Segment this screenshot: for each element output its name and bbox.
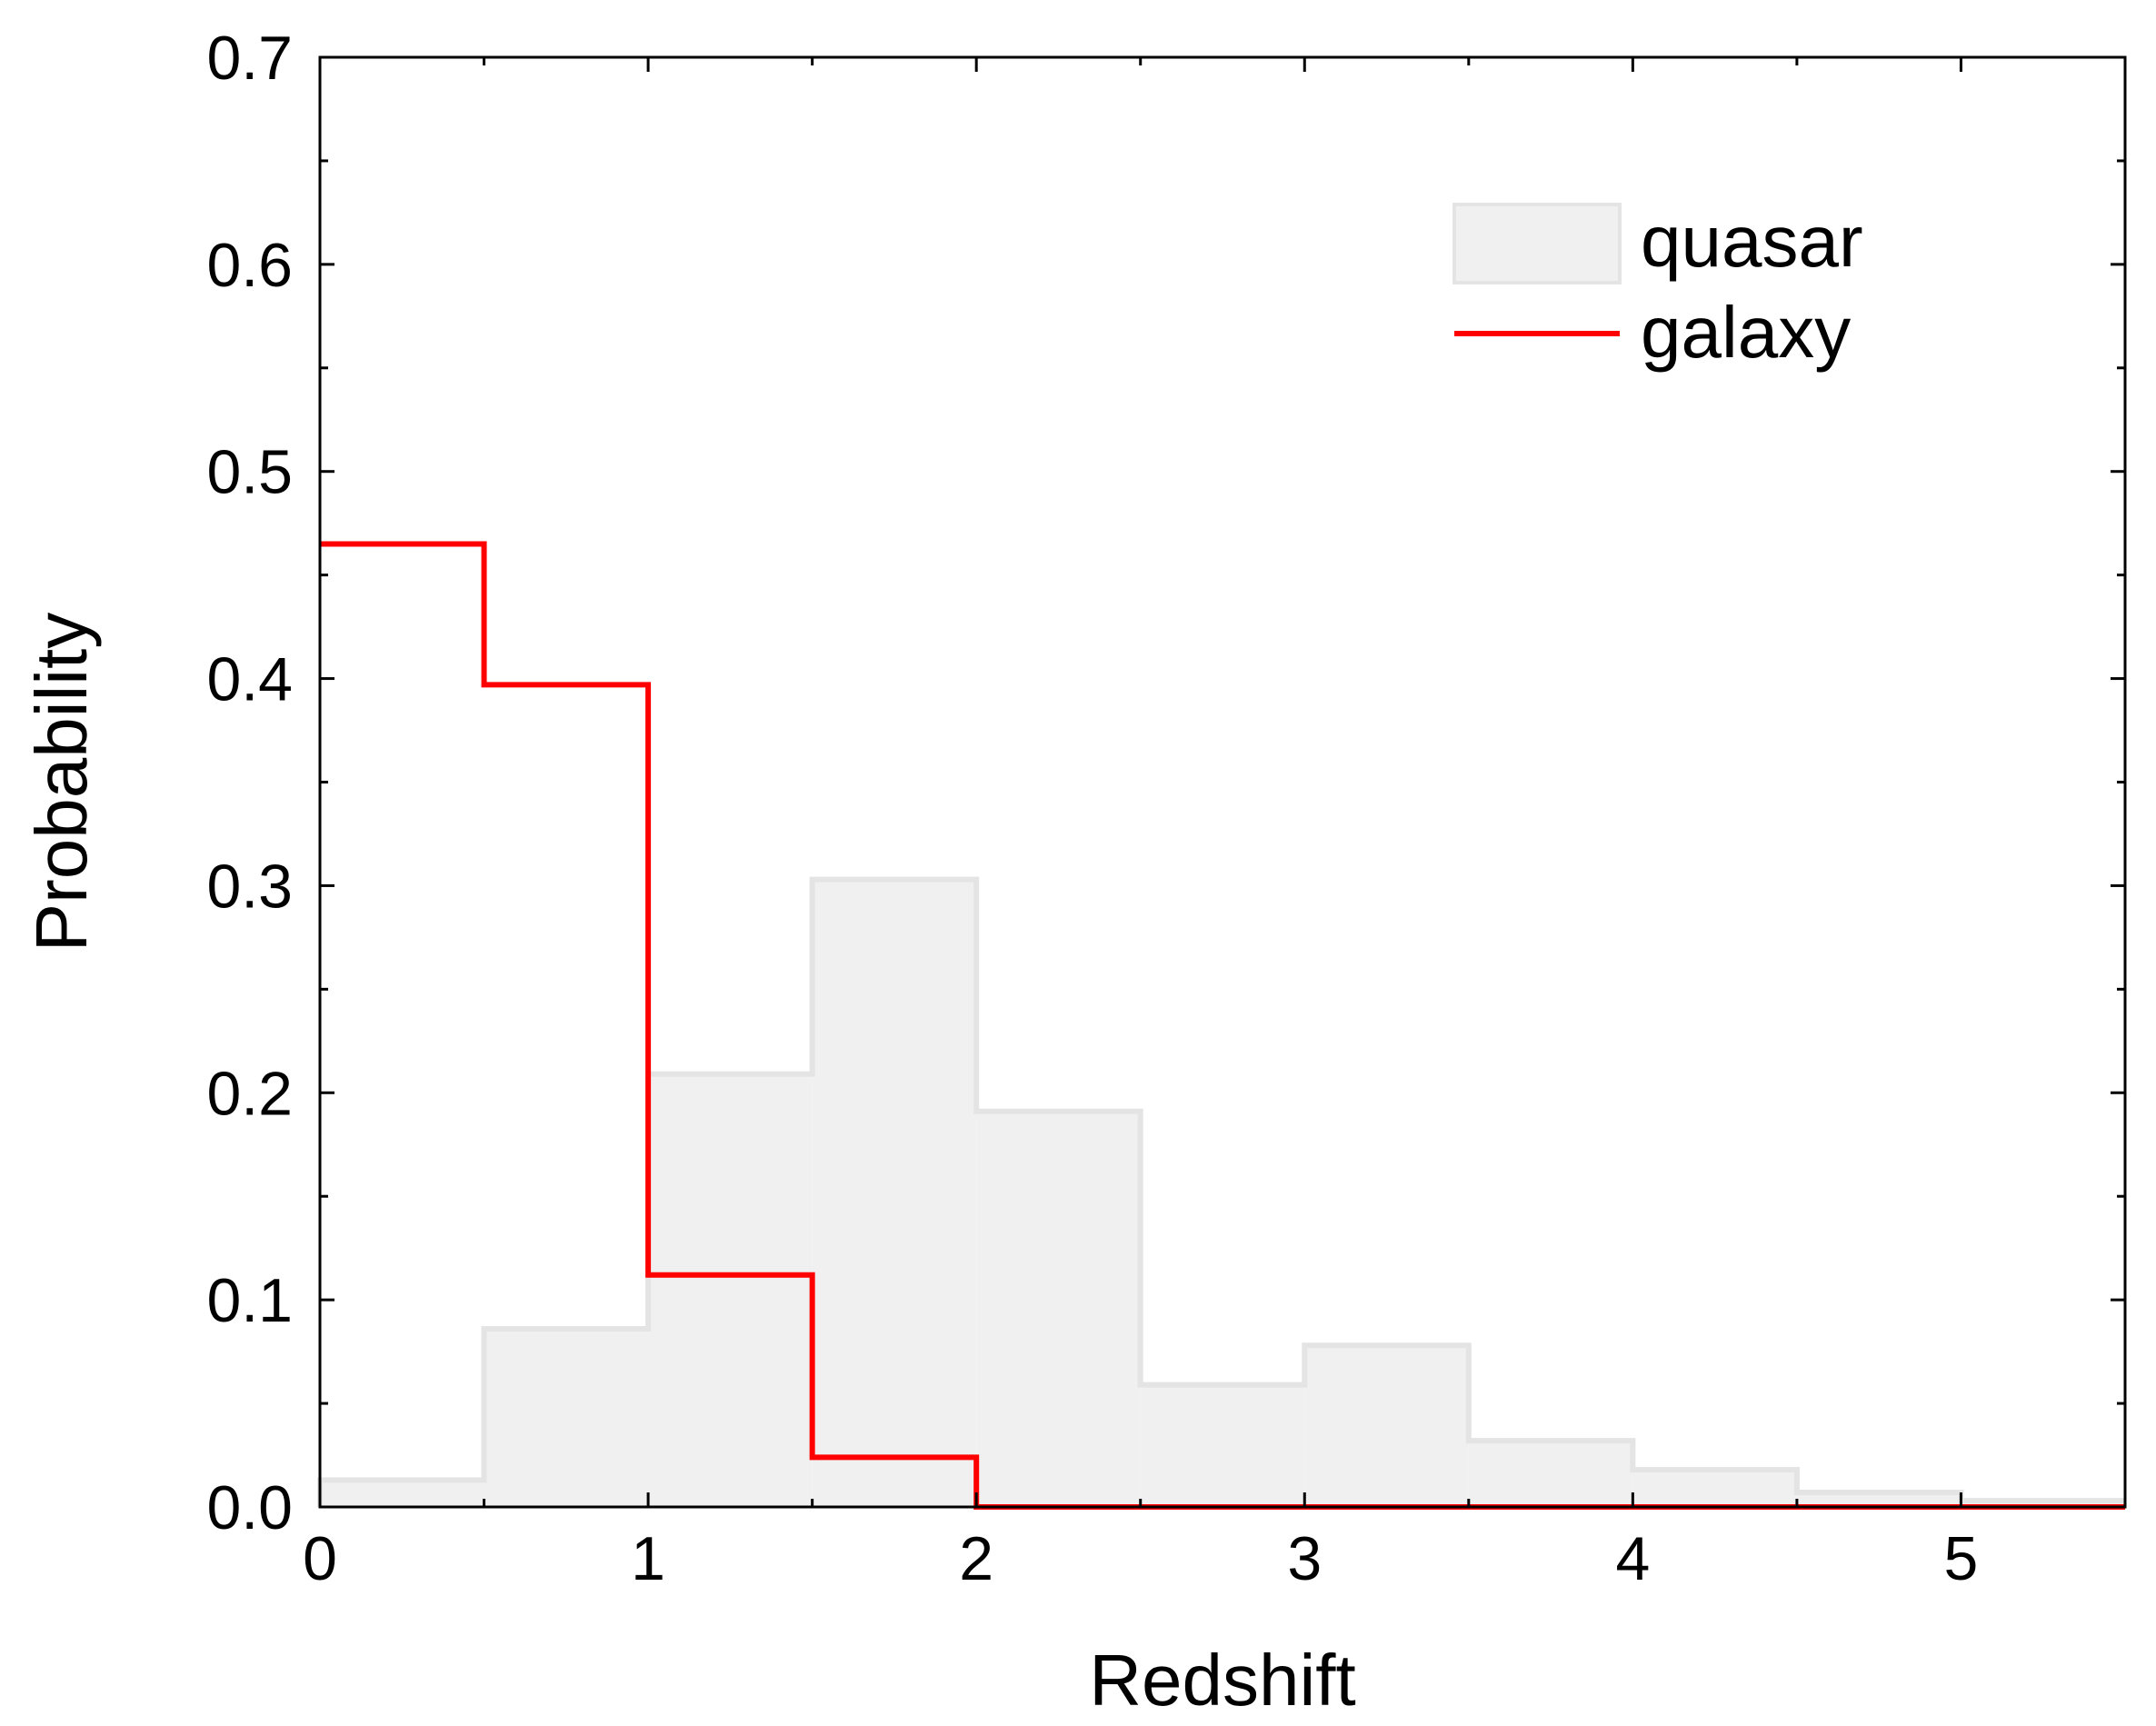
y-tick-label: 0.6	[206, 231, 293, 300]
y-tick-label: 0.1	[206, 1266, 293, 1335]
quasar-bar	[1961, 1501, 2125, 1507]
x-tick-label: 0	[303, 1524, 337, 1593]
y-tick-label: 0.4	[206, 645, 293, 714]
x-tick-label: 2	[959, 1524, 993, 1593]
x-axis-title: Redshift	[1089, 1640, 1355, 1721]
quasar-bar	[976, 1111, 1141, 1507]
quasar-bar	[812, 879, 977, 1507]
x-tick-label: 5	[1944, 1524, 1979, 1593]
quasar-bar	[1304, 1345, 1469, 1507]
legend-galaxy-label: galaxy	[1641, 292, 1851, 373]
y-tick-label: 0.7	[206, 24, 293, 93]
legend-quasar-swatch	[1452, 203, 1622, 284]
quasar-bar	[1140, 1384, 1305, 1507]
y-tick-label: 0.3	[206, 852, 293, 921]
x-tick-label: 3	[1287, 1524, 1322, 1593]
quasar-bar	[1796, 1492, 1961, 1507]
quasar-outline	[317, 876, 2125, 1507]
quasar-bar	[648, 1073, 813, 1507]
quasar-bar	[1468, 1441, 1633, 1507]
axes: 0 1 2 3 4 5 0.0 0.1 0.2 0.3 0.4 0.5 0.6 0.7	[206, 24, 2127, 1593]
y-tick-label: 0.2	[206, 1059, 293, 1128]
quasar-bar	[1632, 1469, 1797, 1507]
quasar-bar	[484, 1329, 649, 1507]
x-tick-label: 4	[1615, 1524, 1650, 1593]
quasar-bar	[320, 1480, 484, 1507]
y-axis-title: Probability	[21, 613, 102, 953]
y-tick-label: 0.5	[206, 438, 293, 507]
y-tick-label: 0.0	[206, 1473, 293, 1542]
legend: quasar galaxy	[1452, 201, 1863, 373]
legend-quasar-label: quasar	[1641, 201, 1863, 282]
quasar-series	[317, 876, 2125, 1507]
x-tick-label: 1	[631, 1524, 665, 1593]
